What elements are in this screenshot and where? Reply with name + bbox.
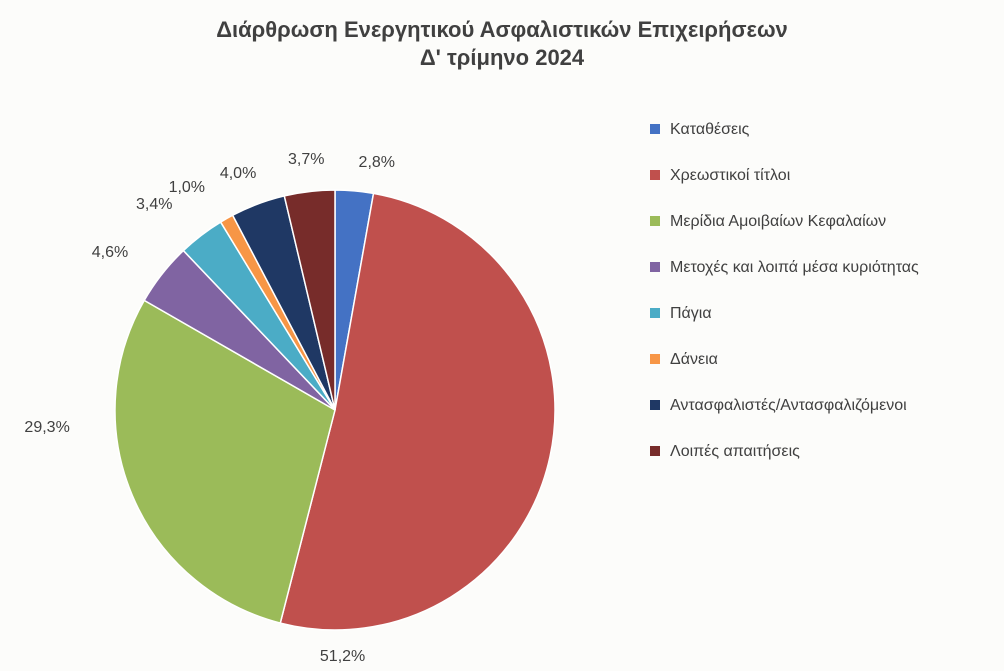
legend-item: Χρεωστικοί τίτλοι [650, 166, 980, 186]
slice-value-label: 3,4% [136, 196, 172, 214]
legend-item: Καταθέσεις [650, 120, 980, 140]
legend-swatch-icon [650, 354, 660, 364]
slice-value-label: 3,7% [288, 151, 324, 169]
legend-swatch-icon [650, 170, 660, 180]
legend-item: Δάνεια [650, 350, 980, 370]
chart-legend: Καταθέσεις Χρεωστικοί τίτλοι Μερίδια Αμοιβ… [650, 120, 980, 488]
slice-value-label: 51,2% [320, 648, 365, 666]
slice-value-label: 1,0% [169, 179, 205, 197]
legend-item: Μετοχές και λοιπά μέσα κυριότητας [650, 258, 980, 278]
legend-label: Μετοχές και λοιπά μέσα κυριότητας [670, 258, 980, 278]
slice-value-label: 4,6% [92, 244, 128, 262]
legend-label: Πάγια [670, 304, 980, 324]
legend-label: Λοιπές απαιτήσεις [670, 442, 980, 462]
legend-item: Λοιπές απαιτήσεις [650, 442, 980, 462]
legend-item: Αντασφαλιστές/Αντασφαλιζόμενοι [650, 396, 980, 416]
legend-label: Μερίδια Αμοιβαίων Κεφαλαίων [670, 212, 980, 232]
slice-value-label: 4,0% [220, 165, 256, 183]
legend-swatch-icon [650, 124, 660, 134]
legend-swatch-icon [650, 400, 660, 410]
legend-label: Καταθέσεις [670, 120, 980, 140]
legend-label: Δάνεια [670, 350, 980, 370]
chart-container: Διάρθρωση Ενεργητικού Ασφαλιστικών Επιχε… [0, 0, 1004, 671]
legend-label: Χρεωστικοί τίτλοι [670, 166, 980, 186]
legend-item: Πάγια [650, 304, 980, 324]
legend-label: Αντασφαλιστές/Αντασφαλιζόμενοι [670, 396, 980, 416]
slice-value-label: 2,8% [359, 154, 395, 172]
legend-swatch-icon [650, 262, 660, 272]
legend-item: Μερίδια Αμοιβαίων Κεφαλαίων [650, 212, 980, 232]
slice-value-label: 29,3% [24, 419, 69, 437]
legend-swatch-icon [650, 446, 660, 456]
legend-swatch-icon [650, 308, 660, 318]
legend-swatch-icon [650, 216, 660, 226]
